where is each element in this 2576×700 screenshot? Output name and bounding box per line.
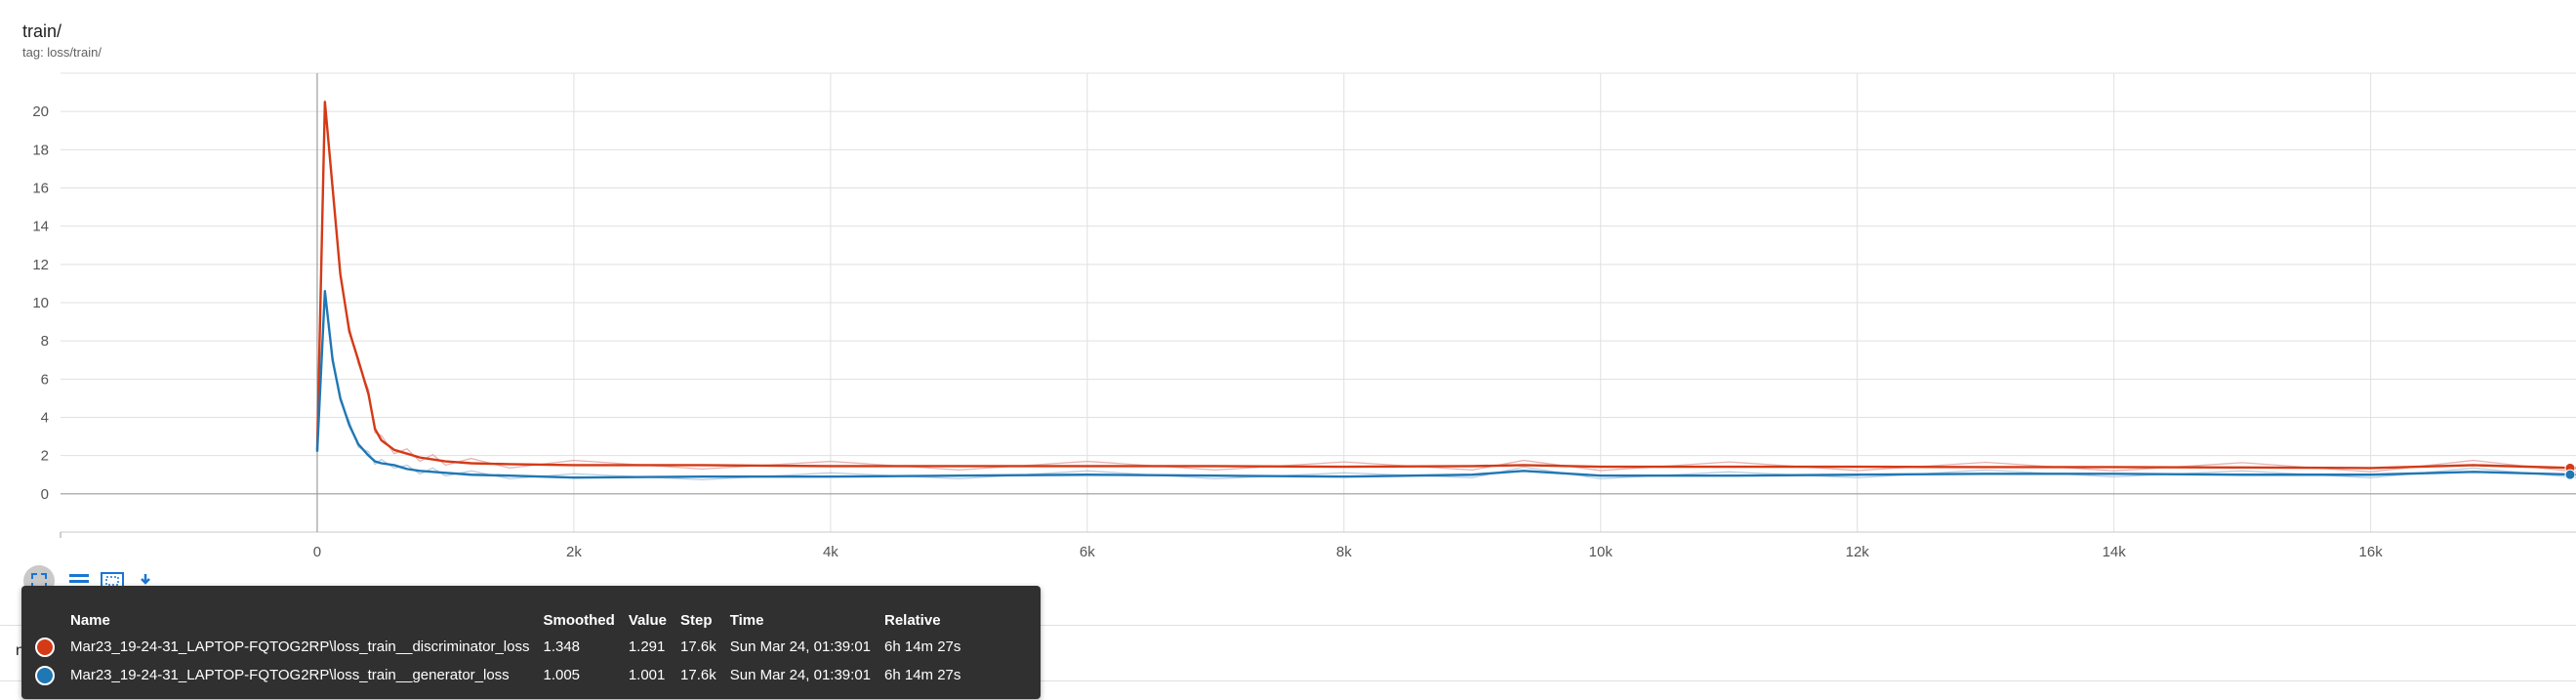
series-line xyxy=(315,101,2576,470)
y-tick-label: 2 xyxy=(41,448,49,465)
chart-axes xyxy=(60,72,2576,538)
y-tick-label: 16 xyxy=(32,181,49,197)
tooltip-table: Name Smoothed Value Step Time Relative M… xyxy=(35,607,974,689)
tooltip-header-smoothed: Smoothed xyxy=(543,611,615,629)
y-tick-label: 10 xyxy=(32,295,49,311)
y-tick-label: 6 xyxy=(41,371,49,388)
x-tick-label: 14k xyxy=(2103,544,2127,560)
chart-subtitle: tag: loss/train/ xyxy=(22,45,102,60)
chart-grid xyxy=(61,73,2576,532)
chart-title: train/ xyxy=(22,21,62,41)
tooltip-row: Mar23_19-24-31_LAPTOP-FQTOG2RP\loss_trai… xyxy=(35,633,974,661)
tooltip-header-value: Value xyxy=(628,611,668,629)
tooltip-relative: 6h 14m 27s xyxy=(884,638,961,655)
x-tick-label: 6k xyxy=(1080,544,1095,560)
tooltip-value: 1.001 xyxy=(628,667,666,683)
y-axis-ticks: 0 2 4 6 8 10 12 14 16 18 20 xyxy=(32,103,49,503)
x-tick-label: 0 xyxy=(313,544,321,560)
y-tick-label: 0 xyxy=(41,486,49,503)
series-color-swatch xyxy=(35,637,55,657)
tooltip-header-relative: Relative xyxy=(884,611,941,629)
x-tick-label: 8k xyxy=(1336,544,1352,560)
series-color-swatch xyxy=(35,665,55,685)
series-raw-line xyxy=(316,294,2576,480)
divider xyxy=(0,625,2576,626)
tooltip-smoothed: 1.005 xyxy=(543,667,581,683)
x-axis-ticks: 0 2k 4k 6k 8k 10k 12k 14k 16k xyxy=(313,544,2383,560)
tooltip-header-swatch xyxy=(35,607,70,633)
fullscreen-icon xyxy=(31,573,47,589)
tooltip-run-name: Mar23_19-24-31_LAPTOP-FQTOG2RP\loss_trai… xyxy=(70,638,530,655)
tooltip-row: Mar23_19-24-31_LAPTOP-FQTOG2RP\loss_trai… xyxy=(35,661,974,689)
tooltip-smoothed: 1.348 xyxy=(543,638,581,655)
x-tick-label: 12k xyxy=(1846,544,1870,560)
tooltip-value: 1.291 xyxy=(628,638,666,655)
chart-tooltip: Name Smoothed Value Step Time Relative M… xyxy=(21,586,1041,699)
tooltip-relative: 6h 14m 27s xyxy=(884,667,961,683)
y-tick-label: 12 xyxy=(32,257,49,273)
y-tick-label: 4 xyxy=(41,410,49,427)
tooltip-time: Sun Mar 24, 01:39:01 xyxy=(729,638,871,655)
tooltip-header-name: Name xyxy=(70,611,110,629)
tooltip-step: 17.6k xyxy=(680,638,716,655)
tooltip-header-row: Name Smoothed Value Step Time Relative xyxy=(35,607,974,633)
y-tick-label: 8 xyxy=(41,333,49,350)
y-tick-label: 20 xyxy=(32,103,49,120)
tooltip-step: 17.6k xyxy=(680,667,716,683)
divider xyxy=(0,680,2576,681)
x-tick-label: 4k xyxy=(823,544,838,560)
tooltip-header-time: Time xyxy=(729,611,764,629)
y-tick-label: 14 xyxy=(32,219,49,235)
series-line xyxy=(315,290,2576,479)
x-tick-label: 16k xyxy=(2359,544,2384,560)
y-tick-label: 18 xyxy=(32,142,49,158)
series-end-point xyxy=(2564,469,2576,480)
tooltip-run-name: Mar23_19-24-31_LAPTOP-FQTOG2RP\loss_trai… xyxy=(70,667,510,683)
tooltip-time: Sun Mar 24, 01:39:01 xyxy=(729,667,871,683)
x-tick-label: 10k xyxy=(1589,544,1614,560)
chart-series xyxy=(315,101,2576,480)
x-tick-label: 2k xyxy=(566,544,582,560)
tooltip-header-step: Step xyxy=(680,611,713,629)
